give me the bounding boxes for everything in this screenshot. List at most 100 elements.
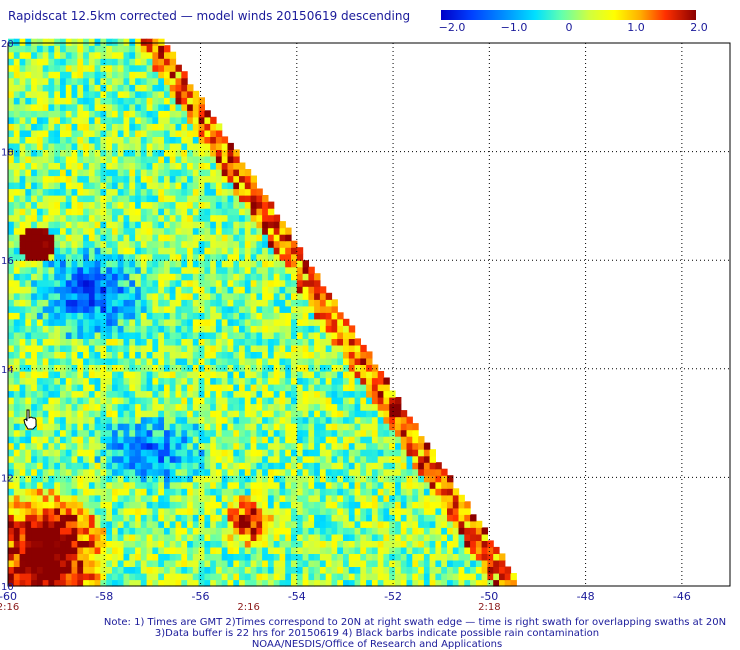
- data-cell: [239, 351, 245, 358]
- data-cell: [100, 462, 106, 469]
- data-cell: [216, 312, 222, 319]
- data-cell: [228, 169, 234, 176]
- data-cell: [511, 573, 517, 580]
- data-cell: [100, 234, 106, 241]
- data-cell: [285, 521, 291, 528]
- data-cell: [31, 312, 37, 319]
- data-cell: [37, 527, 43, 534]
- data-cell: [118, 110, 124, 117]
- data-cell: [407, 567, 413, 574]
- data-cell: [158, 351, 164, 358]
- data-cell: [332, 449, 338, 456]
- data-cell: [83, 462, 89, 469]
- data-cell: [129, 163, 135, 170]
- data-cell: [228, 443, 234, 450]
- data-cell: [95, 130, 101, 137]
- data-cell: [170, 293, 176, 300]
- data-cell: [164, 189, 170, 196]
- data-cell: [233, 234, 239, 241]
- data-cell: [482, 540, 488, 547]
- data-cell: [389, 527, 395, 534]
- data-cell: [83, 365, 89, 372]
- data-cell: [124, 117, 130, 124]
- data-cell: [100, 91, 106, 98]
- data-cell: [204, 117, 210, 124]
- data-cell: [14, 58, 20, 65]
- data-cell: [54, 45, 60, 52]
- data-cell: [274, 560, 280, 567]
- data-cell: [176, 397, 182, 404]
- data-cell: [430, 534, 436, 541]
- data-cell: [181, 312, 187, 319]
- data-cell: [106, 228, 112, 235]
- data-cell: [31, 475, 37, 482]
- data-cell: [291, 371, 297, 378]
- data-cell: [210, 117, 216, 124]
- data-cell: [274, 286, 280, 293]
- data-cell: [291, 423, 297, 430]
- data-cell: [372, 456, 378, 463]
- data-cell: [170, 156, 176, 163]
- data-cell: [343, 527, 349, 534]
- data-cell: [326, 345, 332, 352]
- data-cell: [210, 312, 216, 319]
- data-cell: [20, 156, 26, 163]
- data-cell: [222, 169, 228, 176]
- data-cell: [37, 84, 43, 91]
- data-cell: [482, 534, 488, 541]
- data-cell: [239, 462, 245, 469]
- data-cell: [118, 475, 124, 482]
- data-cell: [228, 195, 234, 202]
- data-cell: [141, 417, 147, 424]
- data-cell: [164, 293, 170, 300]
- data-cell: [147, 71, 153, 78]
- data-cell: [170, 215, 176, 222]
- data-cell: [37, 534, 43, 541]
- data-cell: [389, 482, 395, 489]
- data-cell: [314, 423, 320, 430]
- data-cell: [303, 482, 309, 489]
- data-cell: [95, 104, 101, 111]
- data-cell: [251, 299, 257, 306]
- data-cell: [245, 514, 251, 521]
- data-cell: [95, 117, 101, 124]
- data-cell: [193, 462, 199, 469]
- data-cell: [31, 567, 37, 574]
- data-cell: [228, 573, 234, 580]
- data-cell: [118, 514, 124, 521]
- data-cell: [407, 436, 413, 443]
- data-cell: [100, 208, 106, 215]
- data-cell: [181, 534, 187, 541]
- data-cell: [268, 241, 274, 248]
- data-cell: [199, 117, 205, 124]
- data-cell: [343, 397, 349, 404]
- data-cell: [280, 410, 286, 417]
- data-cell: [181, 404, 187, 411]
- data-cell: [31, 84, 37, 91]
- data-cell: [14, 508, 20, 515]
- data-cell: [401, 417, 407, 424]
- data-cell: [337, 534, 343, 541]
- data-cell: [245, 443, 251, 450]
- data-cell: [158, 430, 164, 437]
- data-cell: [262, 241, 268, 248]
- data-cell: [25, 169, 31, 176]
- data-cell: [256, 312, 262, 319]
- data-cell: [170, 241, 176, 248]
- data-cell: [43, 293, 49, 300]
- data-cell: [147, 130, 153, 137]
- data-cell: [106, 286, 112, 293]
- data-cell: [43, 553, 49, 560]
- data-cell: [95, 52, 101, 59]
- data-cell: [135, 534, 141, 541]
- data-cell: [332, 384, 338, 391]
- data-cell: [233, 293, 239, 300]
- data-cell: [25, 345, 31, 352]
- data-cell: [383, 430, 389, 437]
- data-cell: [193, 156, 199, 163]
- data-cell: [25, 371, 31, 378]
- data-cell: [124, 501, 130, 508]
- data-cell: [326, 384, 332, 391]
- data-cell: [89, 410, 95, 417]
